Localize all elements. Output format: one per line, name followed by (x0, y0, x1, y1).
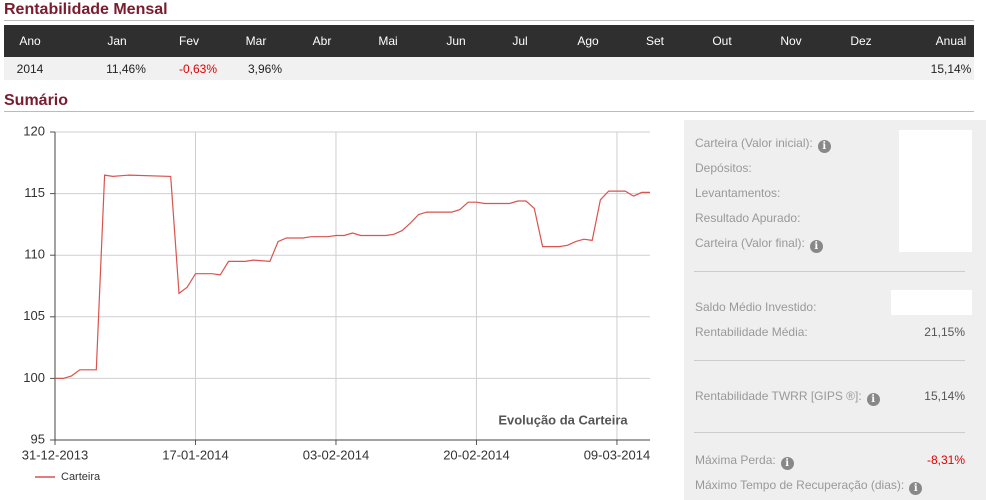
y-tick-label: 105 (23, 308, 45, 323)
column-header: Anual (935, 34, 967, 48)
summary-label: Carteira (Valor final): i (695, 236, 823, 253)
blank-box (891, 290, 972, 315)
column-header: Mar (245, 34, 267, 48)
y-tick-label: 115 (24, 185, 45, 200)
info-icon[interactable]: i (817, 140, 831, 153)
column-header: Mai (378, 34, 398, 48)
table-cell: 15,14% (930, 62, 972, 76)
blank-box (899, 130, 972, 252)
table-cell: -0,63% (178, 62, 218, 76)
summary-label: Levantamentos: (695, 186, 781, 200)
x-tick-label: 17-01-2014 (162, 447, 229, 462)
summary-value: 21,15% (924, 325, 965, 339)
info-icon[interactable]: i (909, 482, 923, 495)
table-header: Ano Jan Fev Mar Abr Mai Jun Jul Ago Set Out Nov Dez A… (4, 25, 974, 57)
summary-label-text: Rentabilidade TWRR [GIPS ®]: (695, 389, 862, 403)
column-header: Jul (512, 34, 528, 48)
info-icon[interactable]: i (809, 240, 823, 253)
table-row: 2014 11,46% -0,63% 3,96% 15,14% (4, 57, 974, 80)
column-header: Ago (577, 34, 599, 48)
legend-label: Carteira (61, 471, 101, 483)
data-line (55, 174, 650, 379)
separator (694, 271, 965, 272)
info-icon[interactable]: i (780, 457, 794, 470)
separator (694, 360, 965, 361)
table-cell: 11,46% (106, 62, 146, 76)
summary-value: -8,31% (926, 453, 965, 467)
summary-label: Resultado Apurado: (695, 211, 801, 225)
y-tick-label: 100 (23, 370, 45, 385)
summary-label: Rentabilidade TWRR [GIPS ®]: i (695, 389, 880, 406)
section-title: Rentabilidade Mensal (4, 1, 168, 18)
separator (694, 432, 965, 433)
table-cell: 3,96% (247, 62, 283, 76)
info-icon[interactable]: i (866, 393, 880, 406)
x-tick-label: 20-02-2014 (443, 447, 510, 462)
x-tick-label: 03-02-2014 (303, 447, 370, 462)
x-tick-label: 31-12-2013 (22, 447, 89, 462)
rule (4, 20, 974, 21)
summary-label-text: Máximo Tempo de Recuperação (dias): (695, 478, 905, 492)
x-tick-label: 09-03-2014 (584, 447, 651, 462)
summary-label-text: Máxima Perda: (695, 453, 776, 467)
summary-label: Saldo Médio Investido: (695, 300, 817, 314)
y-tick-label: 110 (24, 247, 45, 262)
summary-label: Máxima Perda: i (695, 453, 794, 470)
column-header: Out (712, 34, 732, 48)
summary-label-text: Carteira (Valor inicial): (695, 136, 813, 150)
summary-label: Carteira (Valor inicial): i (695, 136, 831, 153)
summary-label-text: Carteira (Valor final): (695, 236, 805, 250)
chart: 95 100 105 110 115 120 31-12-2013 17-01-2014 03-… (22, 123, 651, 483)
table-cell: 2014 (16, 62, 44, 76)
summary-label: Rentabilidade Média: (695, 325, 808, 339)
column-header: Ano (19, 34, 41, 48)
column-header: Jan (107, 34, 127, 48)
section-title: Sumário (4, 92, 69, 109)
column-header: Jun (446, 34, 466, 48)
summary-panel: Carteira (Valor inicial): i Depósitos: Le… (684, 120, 986, 500)
column-header: Abr (312, 34, 332, 48)
rule (4, 111, 974, 112)
y-tick-label: 95 (31, 431, 45, 446)
summary-value: 15,14% (924, 389, 965, 403)
summary-label: Depósitos: (695, 161, 752, 175)
column-header: Set (645, 34, 665, 48)
column-header: Fev (178, 34, 200, 48)
column-header: Nov (780, 34, 802, 48)
chart-title: Evolução da Carteira (498, 412, 628, 427)
summary-label: Máximo Tempo de Recuperação (dias): i (695, 478, 923, 495)
y-tick-label: 120 (23, 123, 45, 138)
column-header: Dez (850, 34, 872, 48)
